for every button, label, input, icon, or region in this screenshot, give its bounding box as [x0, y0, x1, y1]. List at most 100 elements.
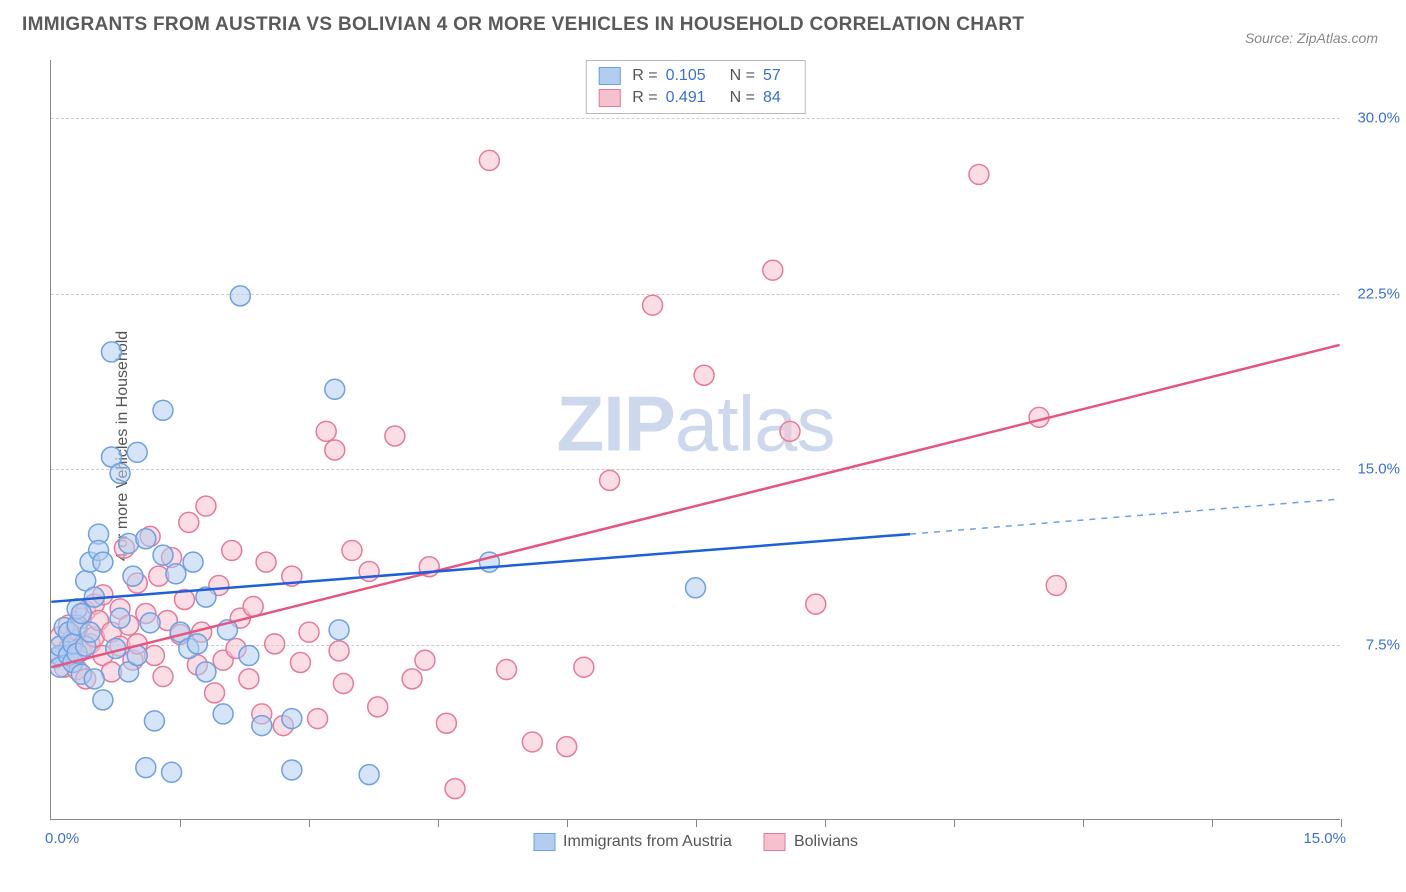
data-point — [574, 657, 594, 677]
data-point — [265, 634, 285, 654]
data-point — [299, 622, 319, 642]
data-point — [256, 552, 276, 572]
data-point — [196, 662, 216, 682]
x-axis-min-label: 0.0% — [45, 830, 79, 847]
data-point — [166, 564, 186, 584]
x-axis-max-label: 15.0% — [1303, 830, 1346, 847]
data-point — [243, 596, 263, 616]
data-point — [110, 463, 130, 483]
data-point — [333, 674, 353, 694]
data-point — [368, 697, 388, 717]
data-point — [183, 552, 203, 572]
x-tick — [438, 819, 439, 827]
x-tick — [825, 819, 826, 827]
chart-title: IMMIGRANTS FROM AUSTRIA VS BOLIVIAN 4 OR… — [22, 14, 1024, 36]
x-tick — [309, 819, 310, 827]
data-point — [239, 669, 259, 689]
legend-row-bolivian: R = 0.491 N = 84 — [598, 87, 793, 109]
data-point — [290, 653, 310, 673]
data-point — [196, 496, 216, 516]
data-point — [806, 594, 826, 614]
data-point — [329, 620, 349, 640]
data-point — [445, 779, 465, 799]
regression-line-austria-ext — [910, 499, 1339, 534]
data-point — [497, 660, 517, 680]
y-tick-label: 22.5% — [1357, 285, 1400, 302]
data-point — [213, 704, 233, 724]
x-tick — [1083, 819, 1084, 827]
data-point — [93, 552, 113, 572]
data-point — [187, 634, 207, 654]
data-point — [127, 442, 147, 462]
data-point — [222, 540, 242, 560]
data-point — [342, 540, 362, 560]
data-point — [763, 260, 783, 280]
legend-row-austria: R = 0.105 N = 57 — [598, 65, 793, 87]
data-point — [643, 295, 663, 315]
data-point — [80, 622, 100, 642]
data-point — [110, 608, 130, 628]
data-point — [557, 737, 577, 757]
data-point — [179, 512, 199, 532]
data-point — [136, 529, 156, 549]
data-point — [153, 667, 173, 687]
data-point — [1046, 575, 1066, 595]
data-point — [140, 613, 160, 633]
x-tick — [1212, 819, 1213, 827]
x-tick — [696, 819, 697, 827]
y-tick-label: 7.5% — [1366, 636, 1400, 653]
data-point — [162, 762, 182, 782]
legend-label-bolivian: Bolivians — [794, 833, 858, 851]
data-point — [415, 650, 435, 670]
data-point — [230, 286, 250, 306]
x-tick — [180, 819, 181, 827]
data-point — [71, 603, 91, 623]
swatch-bolivian — [598, 89, 620, 107]
data-point — [308, 709, 328, 729]
data-point — [153, 545, 173, 565]
data-point — [123, 566, 143, 586]
data-point — [385, 426, 405, 446]
x-tick — [954, 819, 955, 827]
data-point — [325, 379, 345, 399]
data-point — [436, 713, 456, 733]
data-point — [780, 421, 800, 441]
series-legend: Immigrants from Austria Bolivians — [533, 833, 858, 851]
data-point — [316, 421, 336, 441]
data-point — [479, 150, 499, 170]
swatch-austria — [598, 67, 620, 85]
regression-line-bolivian — [51, 345, 1339, 667]
swatch-austria-icon — [533, 833, 555, 851]
y-tick-label: 15.0% — [1357, 461, 1400, 478]
data-point — [694, 365, 714, 385]
data-point — [686, 578, 706, 598]
data-point — [153, 400, 173, 420]
correlation-legend: R = 0.105 N = 57 R = 0.491 N = 84 — [585, 60, 806, 114]
data-point — [329, 641, 349, 661]
data-point — [522, 732, 542, 752]
data-point — [239, 646, 259, 666]
y-tick-label: 30.0% — [1357, 110, 1400, 127]
data-point — [325, 440, 345, 460]
legend-item-bolivian: Bolivians — [764, 833, 858, 851]
data-point — [600, 470, 620, 490]
legend-label-austria: Immigrants from Austria — [563, 833, 732, 851]
data-point — [101, 342, 121, 362]
plot-area: ZIPatlas R = 0.105 N = 57 R = 0.491 N = … — [50, 60, 1340, 820]
data-point — [282, 760, 302, 780]
x-tick — [567, 819, 568, 827]
data-point — [359, 765, 379, 785]
chart-svg — [51, 60, 1340, 819]
data-point — [136, 758, 156, 778]
source-attribution: Source: ZipAtlas.com — [1245, 30, 1378, 46]
data-point — [402, 669, 422, 689]
data-point — [144, 711, 164, 731]
legend-item-austria: Immigrants from Austria — [533, 833, 732, 851]
data-point — [969, 164, 989, 184]
data-point — [93, 690, 113, 710]
swatch-bolivian-icon — [764, 833, 786, 851]
data-point — [252, 716, 272, 736]
data-point — [282, 709, 302, 729]
data-point — [84, 669, 104, 689]
data-point — [205, 683, 225, 703]
